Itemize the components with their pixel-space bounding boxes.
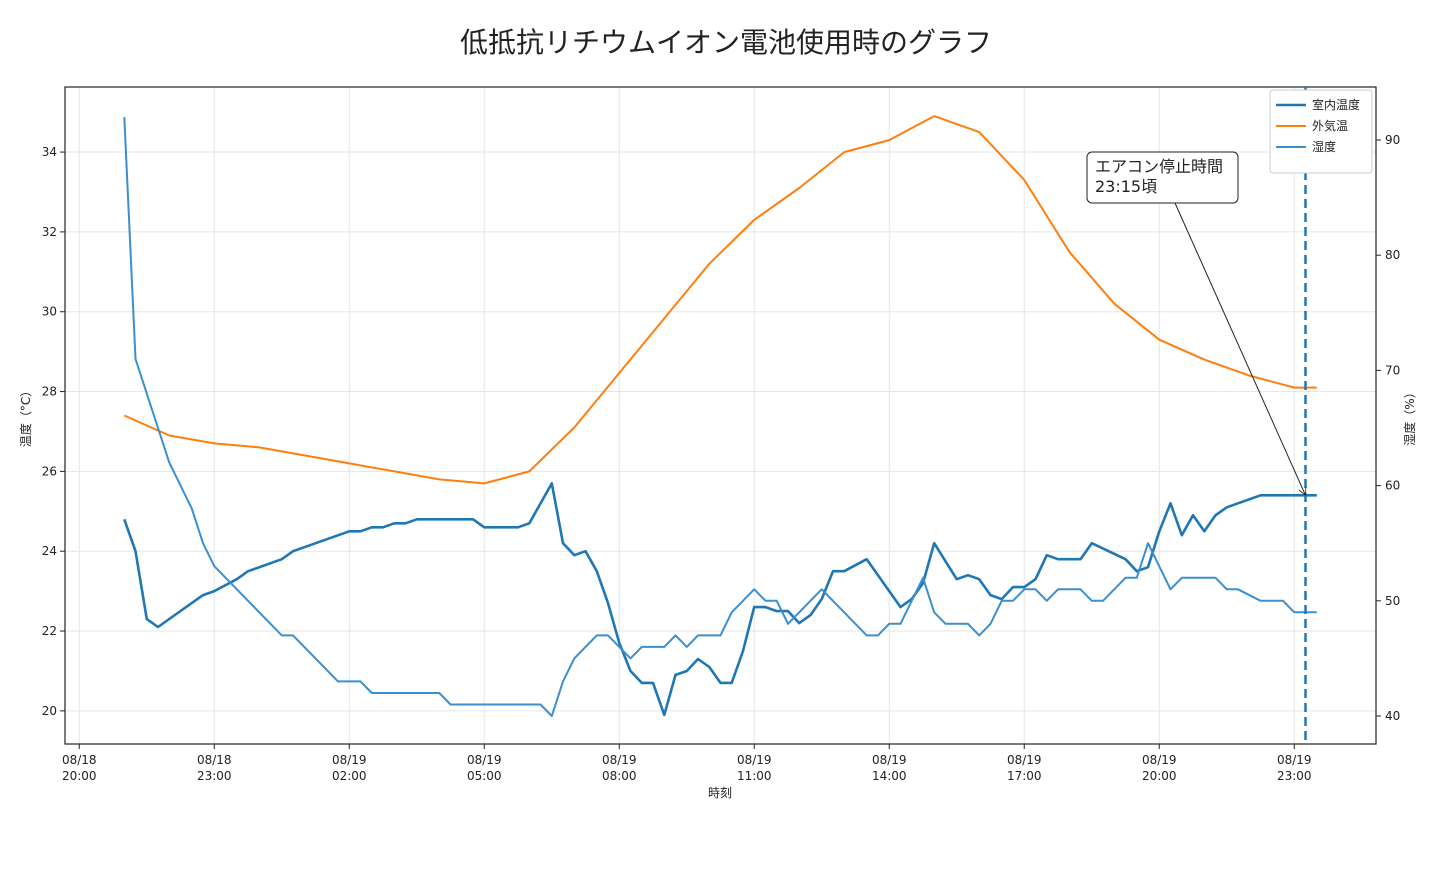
x-tick-label: 08/19 08:00 <box>602 753 637 783</box>
y2-tick-label: 90 <box>1385 133 1400 147</box>
y-tick-label: 22 <box>42 624 57 638</box>
y2-tick-label: 50 <box>1385 594 1400 608</box>
x-tick-label: 08/19 11:00 <box>737 753 772 783</box>
series-line <box>123 116 1317 717</box>
x-axis-label: 時刻 <box>708 786 732 800</box>
annotation-text: エアコン停止時間 23:15頃 <box>1095 157 1223 196</box>
y2-tick-label: 60 <box>1385 479 1400 493</box>
y-tick-label: 28 <box>42 385 57 399</box>
y2-tick-label: 80 <box>1385 248 1400 262</box>
x-tick-label: 08/19 02:00 <box>332 753 367 783</box>
series-line <box>123 482 1317 717</box>
y-tick-label: 32 <box>42 225 57 239</box>
x-tick-label: 08/19 20:00 <box>1142 753 1177 783</box>
y-tick-label: 34 <box>42 145 57 159</box>
y2-tick-label: 40 <box>1385 709 1400 723</box>
y-tick-label: 30 <box>42 305 57 319</box>
legend-label: 室内温度 <box>1312 97 1360 112</box>
legend-label: 湿度 <box>1312 139 1336 154</box>
x-tick-label: 08/19 17:00 <box>1007 753 1042 783</box>
y-tick-label: 26 <box>42 464 57 478</box>
x-tick-label: 08/18 23:00 <box>197 753 232 783</box>
annotation-arrow <box>1174 202 1306 495</box>
plot-frame <box>64 86 1377 745</box>
legend-box <box>1269 89 1373 174</box>
y-axis-label: 温度（°C） <box>18 385 33 447</box>
y2-tick-label: 70 <box>1385 363 1400 377</box>
chart-title: 低抵抗リチウムイオン電池使用時のグラフ <box>460 26 992 59</box>
annotation-box <box>1086 151 1239 204</box>
y-tick-label: 20 <box>42 704 57 718</box>
series-line <box>123 115 1317 485</box>
x-tick-label: 08/19 05:00 <box>467 753 502 783</box>
legend-label: 外気温 <box>1312 118 1348 133</box>
x-tick-label: 08/19 23:00 <box>1277 753 1312 783</box>
y-tick-label: 24 <box>42 544 57 558</box>
x-tick-label: 08/18 20:00 <box>62 753 97 783</box>
x-tick-label: 08/19 14:00 <box>872 753 907 783</box>
y2-axis-label: 湿度（%） <box>1402 386 1417 445</box>
